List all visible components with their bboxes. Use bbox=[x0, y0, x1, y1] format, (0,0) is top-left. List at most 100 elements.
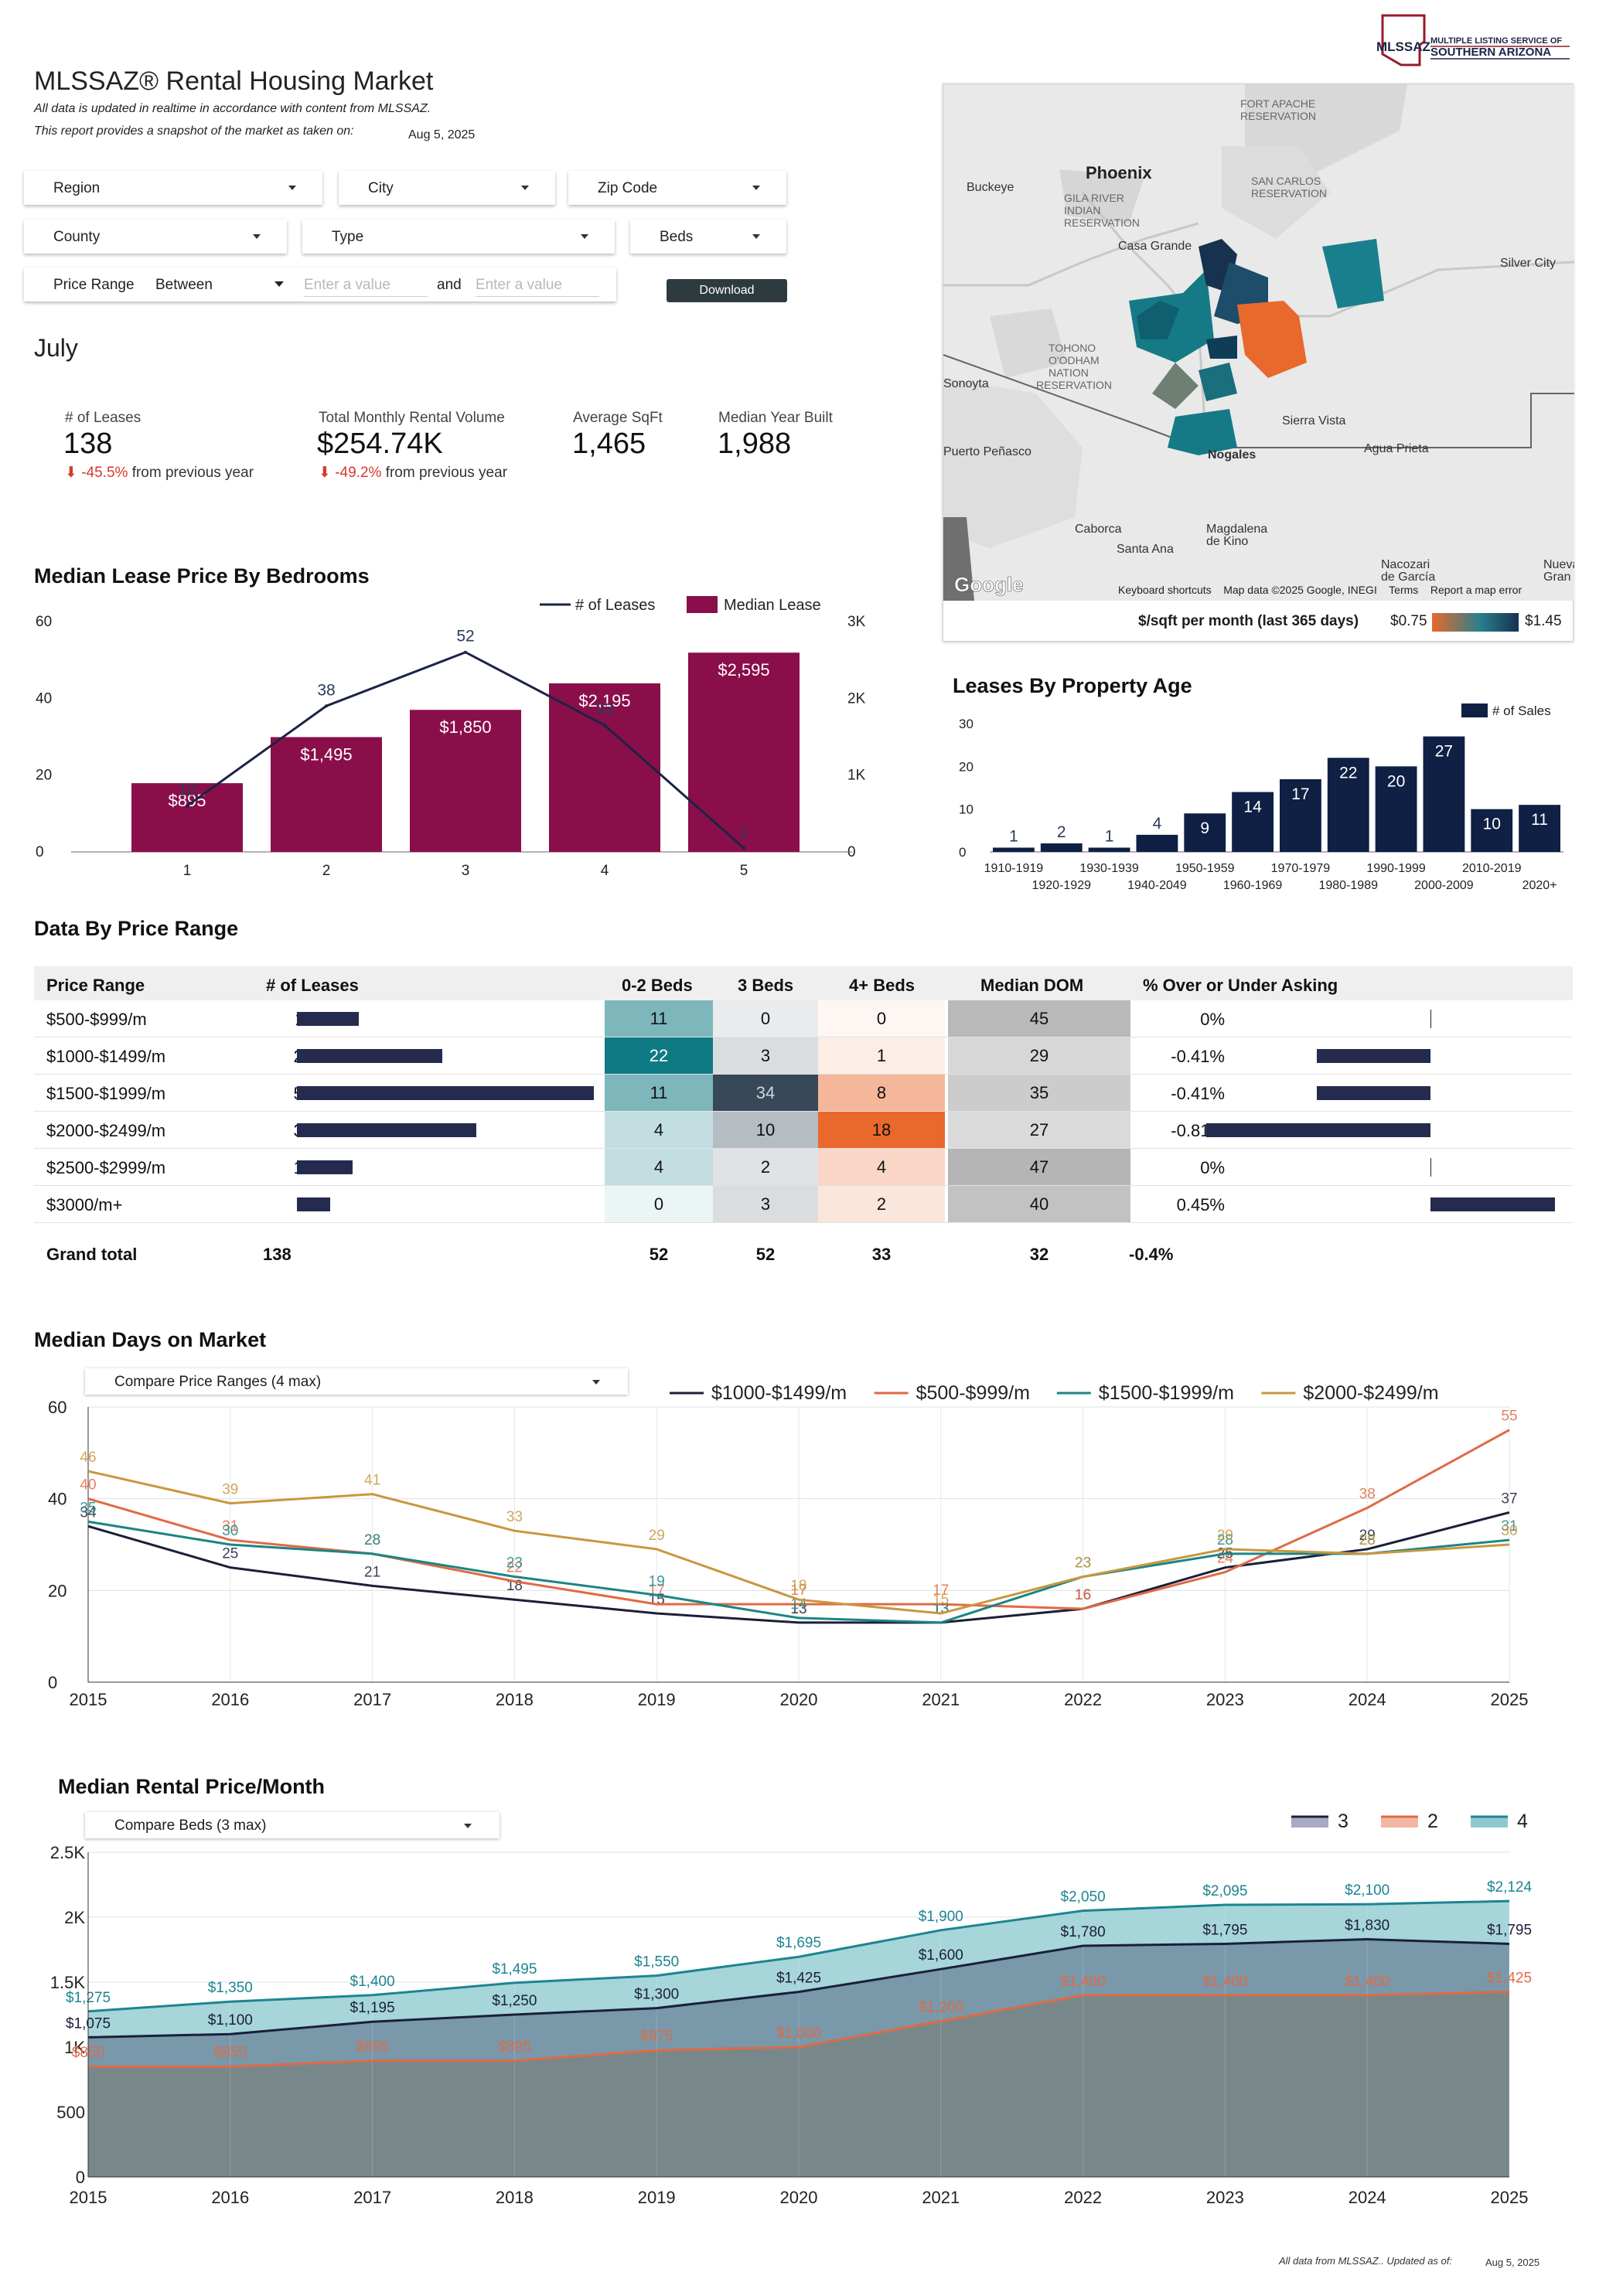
bedrooms-chart: 020406001K2K3K$8951$1,4952$1,8503$2,1954… bbox=[36, 596, 866, 879]
x-tick: 2018 bbox=[496, 2188, 534, 2207]
region-dropdown[interactable]: Region bbox=[24, 171, 322, 205]
svg-text:Buckeye: Buckeye bbox=[967, 181, 1014, 194]
chevron-down-icon bbox=[581, 234, 588, 239]
point-label: $1,200 bbox=[919, 1999, 963, 2015]
leases-label: 1 bbox=[739, 823, 748, 841]
point-label: 28 bbox=[1359, 1532, 1376, 1548]
legend-label: 4 bbox=[1517, 1811, 1528, 1832]
x-tick: 2025 bbox=[1491, 2188, 1529, 2207]
operator-select[interactable]: Between bbox=[155, 277, 213, 293]
point-label: $1,425 bbox=[776, 1971, 821, 1987]
svg-text:Gran: Gran bbox=[1543, 571, 1571, 584]
compare-beds-dropdown[interactable]: Compare Beds (3 max) bbox=[85, 1812, 500, 1838]
column-header[interactable]: 0-2 Beds bbox=[622, 976, 693, 995]
row-divider bbox=[34, 1074, 1573, 1075]
column-header[interactable]: 4+ Beds bbox=[849, 976, 915, 995]
age-bar-label: 20 bbox=[1387, 772, 1405, 790]
point-label: 16 bbox=[1075, 1587, 1091, 1603]
down-arrow-icon: ⬇ bbox=[319, 465, 331, 481]
terms-link[interactable]: Terms bbox=[1389, 584, 1419, 596]
price-range-label: Price Range bbox=[53, 277, 135, 293]
point-label: 18 bbox=[790, 1578, 806, 1594]
median-dom-cell: 29 bbox=[948, 1037, 1130, 1075]
legend-label: $1500-$1999/m bbox=[1099, 1382, 1234, 1404]
leases-value: 138 bbox=[63, 428, 113, 460]
sqft-label: Average SqFt bbox=[573, 410, 663, 426]
chevron-down-icon[interactable] bbox=[274, 281, 284, 287]
google-logo: Google bbox=[954, 573, 1024, 596]
legend-leases: # of Leases bbox=[575, 597, 655, 614]
type-label: Type bbox=[332, 229, 364, 245]
svg-text:Magdalena: Magdalena bbox=[1206, 523, 1267, 536]
min-value-input[interactable]: Enter a value bbox=[304, 277, 428, 297]
y-tick: 20 bbox=[959, 759, 973, 774]
svg-text:Nueva: Nueva bbox=[1543, 558, 1574, 571]
price-range-cell: $500-$999/m bbox=[46, 1010, 147, 1029]
bar-label: $1,495 bbox=[300, 744, 352, 764]
point-label: 28 bbox=[364, 1532, 380, 1548]
leases-point bbox=[186, 804, 189, 808]
x-tick: 2010-2019 bbox=[1462, 862, 1522, 875]
download-button[interactable]: Download bbox=[667, 279, 787, 302]
column-header[interactable]: % Over or Under Asking bbox=[1143, 976, 1338, 995]
legend-title: $/sqft per month (last 365 days) bbox=[1138, 613, 1359, 629]
sqft-value: 1,465 bbox=[572, 428, 646, 460]
y-right-tick: 2K bbox=[847, 690, 866, 707]
type-dropdown[interactable]: Type bbox=[302, 220, 615, 254]
snapshot-date: Aug 5, 2025 bbox=[408, 128, 476, 141]
column-header[interactable]: Price Range bbox=[46, 976, 145, 995]
leases-label: # of Leases bbox=[65, 410, 142, 426]
beds-3-cell: 3 bbox=[713, 1037, 818, 1075]
beds-4-plus-cell: 8 bbox=[818, 1075, 945, 1112]
leases-bar bbox=[297, 1123, 476, 1137]
table-row: $500-$999/m111100450% bbox=[34, 1000, 1573, 1037]
column-header[interactable]: 3 Beds bbox=[738, 976, 794, 995]
column-header[interactable]: Median DOM bbox=[980, 976, 1084, 995]
point-label: $1,780 bbox=[1061, 1924, 1106, 1940]
row-divider bbox=[34, 1185, 1573, 1186]
zip-dropdown[interactable]: Zip Code bbox=[568, 171, 786, 205]
legend-high: $1.45 bbox=[1525, 613, 1562, 629]
legend-swatch bbox=[1471, 1817, 1508, 1828]
age-bar-label: 14 bbox=[1243, 799, 1262, 816]
beds-0-2-cell: 0 bbox=[605, 1186, 713, 1223]
map-canvas[interactable]: FORT APACHE RESERVATION Phoenix Buckeye … bbox=[943, 84, 1574, 601]
y-right-tick: 3K bbox=[847, 614, 866, 630]
lease-price-bar bbox=[131, 783, 243, 852]
city-dropdown[interactable]: City bbox=[339, 171, 555, 205]
beds-4-plus-cell: 4 bbox=[818, 1149, 945, 1186]
report-map-error-link[interactable]: Report a map error bbox=[1430, 584, 1522, 596]
y-right-tick: 1K bbox=[847, 768, 866, 784]
point-label: 29 bbox=[1359, 1528, 1376, 1544]
column-header[interactable]: # of Leases bbox=[266, 976, 359, 995]
grand-total-dom: 32 bbox=[1029, 1245, 1049, 1264]
point-label: $1,550 bbox=[634, 1954, 679, 1971]
svg-text:RESERVATION: RESERVATION bbox=[1240, 110, 1316, 122]
point-label: 21 bbox=[364, 1564, 380, 1580]
svg-text:Caborca: Caborca bbox=[1075, 523, 1122, 536]
max-value-input[interactable]: Enter a value bbox=[476, 277, 599, 297]
point-label: $1,495 bbox=[492, 1961, 537, 1977]
chevron-down-icon bbox=[752, 186, 760, 190]
beds-label: Beds bbox=[660, 229, 694, 245]
map-legend: $/sqft per month (last 365 days) $0.75 $… bbox=[943, 601, 1574, 642]
leases-point bbox=[603, 724, 606, 727]
age-bar bbox=[1327, 758, 1369, 852]
age-bar-label: 27 bbox=[1435, 743, 1453, 761]
logo-line1: MULTIPLE LISTING SERVICE OF bbox=[1430, 36, 1562, 46]
series-line bbox=[87, 1899, 1510, 2013]
compare-price-ranges-dropdown[interactable]: Compare Price Ranges (4 max) bbox=[85, 1368, 628, 1395]
point-label: 23 bbox=[1075, 1555, 1091, 1572]
y-tick: 20 bbox=[48, 1581, 66, 1600]
point-label: $895 bbox=[356, 2039, 388, 2056]
point-label: 31 bbox=[222, 1518, 238, 1535]
svg-text:GILA RIVER: GILA RIVER bbox=[1064, 192, 1124, 204]
beds-dropdown[interactable]: Beds bbox=[630, 220, 786, 254]
beds-0-2-cell: 11 bbox=[605, 1000, 713, 1037]
y-tick: 2.5K bbox=[50, 1843, 86, 1862]
y-tick: 10 bbox=[959, 802, 973, 817]
rental-map[interactable]: FORT APACHE RESERVATION Phoenix Buckeye … bbox=[943, 83, 1574, 642]
chevron-down-icon bbox=[521, 186, 529, 190]
county-dropdown[interactable]: County bbox=[24, 220, 287, 254]
keyboard-shortcuts-link[interactable]: Keyboard shortcuts bbox=[1118, 584, 1212, 596]
